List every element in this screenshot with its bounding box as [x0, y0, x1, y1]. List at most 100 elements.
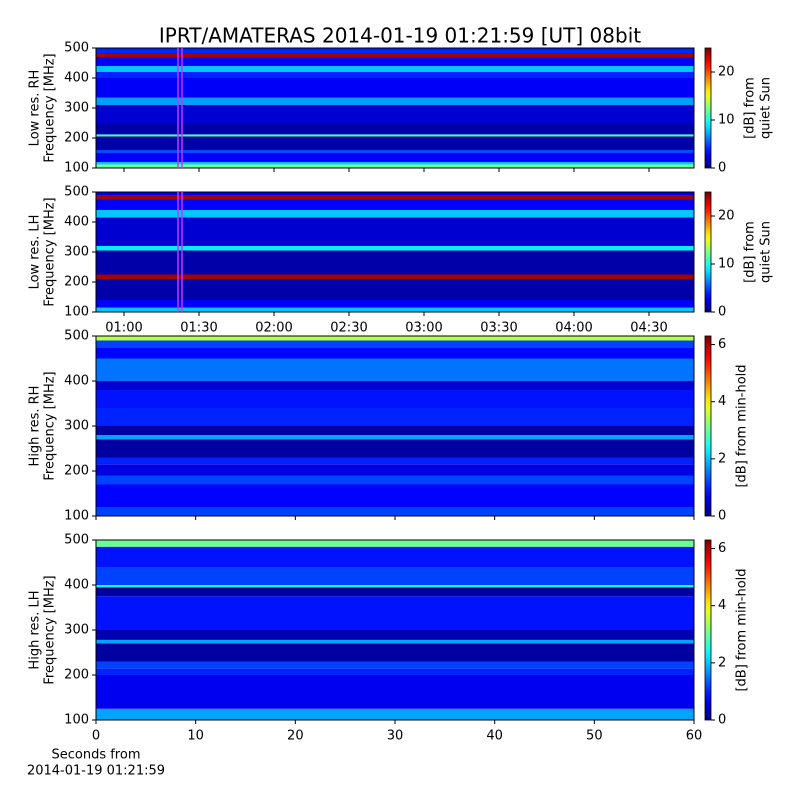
y-axis-label: Frequency [MHz]: [43, 197, 58, 306]
colorbar-label: quiet Sun: [759, 221, 774, 283]
spectrogram-band: [96, 134, 694, 137]
spectrogram-band: [96, 567, 694, 585]
y-tick-label: 500: [64, 41, 89, 56]
y-tick-label: 300: [64, 245, 89, 260]
colorbar: [704, 191, 712, 313]
spectrogram-band: [96, 105, 694, 123]
y-tick-label: 500: [64, 533, 89, 548]
spectrogram-band: [96, 426, 694, 435]
colorbar-label: [dB] from: [743, 221, 758, 283]
y-tick-label: 400: [64, 578, 89, 593]
spectrogram-band: [96, 78, 694, 98]
spectrogram-band: [96, 464, 694, 476]
colorbar: [704, 47, 712, 169]
colorbar-tick-label: 0: [718, 161, 726, 176]
colorbar-tick-label: 20: [718, 65, 735, 80]
y-axis-label: Frequency [MHz]: [43, 371, 58, 480]
colorbar-label: [dB] from min-hold: [735, 364, 750, 487]
y-tick-label: 300: [64, 623, 89, 638]
x-tick-label: 03:00: [405, 321, 442, 336]
y-axis-label: Low res. LH: [28, 215, 43, 290]
y-tick-label: 500: [64, 329, 89, 344]
x-tick-label: 30: [387, 729, 404, 744]
spectrogram-band: [96, 57, 694, 66]
spectrogram-band: [96, 661, 694, 669]
y-axis-label: Low res. RH: [28, 70, 43, 147]
spectrogram-band: [96, 48, 694, 54]
spectrogram-band: [96, 668, 694, 675]
spectrogram-band: [96, 390, 694, 408]
y-tick-label: 100: [64, 509, 89, 524]
spectrogram-band: [96, 484, 694, 507]
spectrogram-band: [96, 475, 694, 485]
x-tick-label: 01:30: [180, 321, 217, 336]
colorbar-tick-label: 10: [718, 113, 735, 128]
spectrogram-band: [96, 587, 694, 597]
spectrogram-band: [96, 153, 694, 162]
spectrogram-band: [96, 279, 694, 300]
spectrogram-band: [96, 246, 694, 251]
y-axis-label: High res. LH: [28, 590, 43, 669]
spectrogram-band: [96, 347, 694, 359]
spectrogram-band: [96, 540, 694, 547]
colorbar-label: [dB] from: [743, 77, 758, 139]
x-tick-label: 02:00: [255, 321, 292, 336]
x-tick-label: 60: [686, 729, 703, 744]
spectrogram-band: [96, 97, 694, 105]
spectrogram-band: [96, 136, 694, 150]
y-tick-label: 100: [64, 305, 89, 320]
x-tick-label: 02:30: [330, 321, 367, 336]
colorbar-tick-label: 0: [718, 305, 726, 320]
colorbar: [704, 539, 712, 721]
colorbar-tick-label: 10: [718, 257, 735, 272]
spectrogram-band: [96, 639, 694, 644]
y-tick-label: 400: [64, 374, 89, 389]
x-tick-label: 03:30: [480, 321, 517, 336]
x-axis-label: Seconds from: [51, 748, 140, 763]
y-tick-label: 100: [64, 713, 89, 728]
spectrogram-band: [96, 274, 694, 279]
spectrogram-band: [96, 123, 694, 135]
spectrogram-band: [96, 164, 694, 168]
y-tick-label: 500: [64, 185, 89, 200]
spectrogram-band: [96, 675, 694, 709]
colorbar-tick-label: 2: [718, 451, 726, 466]
spectrogram-band: [96, 66, 694, 72]
x-axis-label: 2014-01-19 01:21:59: [27, 764, 165, 779]
spectrogram-band: [96, 708, 694, 720]
colorbar-label: quiet Sun: [759, 77, 774, 139]
spectrogram-band: [96, 435, 694, 440]
x-tick-label: 01:00: [105, 321, 142, 336]
x-tick-label: 40: [486, 729, 503, 744]
spectrogram-band: [96, 217, 694, 246]
colorbar-tick-label: 0: [718, 713, 726, 728]
spectrogram-band: [96, 585, 694, 588]
spectrogram-band: [96, 358, 694, 381]
x-tick-label: 20: [287, 729, 304, 744]
spectrogram-band: [96, 162, 694, 165]
figure-title: IPRT/AMATERAS 2014-01-19 01:21:59 [UT] 0…: [159, 24, 641, 48]
x-tick-label: 0: [92, 729, 100, 744]
colorbar-tick-label: 2: [718, 655, 726, 670]
spectrogram-band: [96, 381, 694, 390]
colorbar-tick-label: 4: [718, 394, 726, 409]
spectrogram-band: [96, 507, 694, 516]
colorbar: [704, 335, 712, 517]
spectrogram-band: [96, 150, 694, 153]
y-tick-label: 300: [64, 101, 89, 116]
spectrogram-band: [96, 408, 694, 426]
y-axis-label: Frequency [MHz]: [43, 53, 58, 162]
spectrogram-band: [96, 336, 694, 341]
y-tick-label: 400: [64, 71, 89, 86]
x-tick-label: 50: [586, 729, 603, 744]
y-tick-label: 200: [64, 464, 89, 479]
x-tick-label: 04:30: [630, 321, 667, 336]
y-tick-label: 100: [64, 161, 89, 176]
y-tick-label: 400: [64, 215, 89, 230]
spectrogram-band: [96, 340, 694, 348]
colorbar-tick-label: 6: [718, 541, 726, 556]
y-axis-label: Frequency [MHz]: [43, 575, 58, 684]
spectrogram-band: [96, 307, 694, 312]
spectrogram-band: [96, 300, 694, 308]
